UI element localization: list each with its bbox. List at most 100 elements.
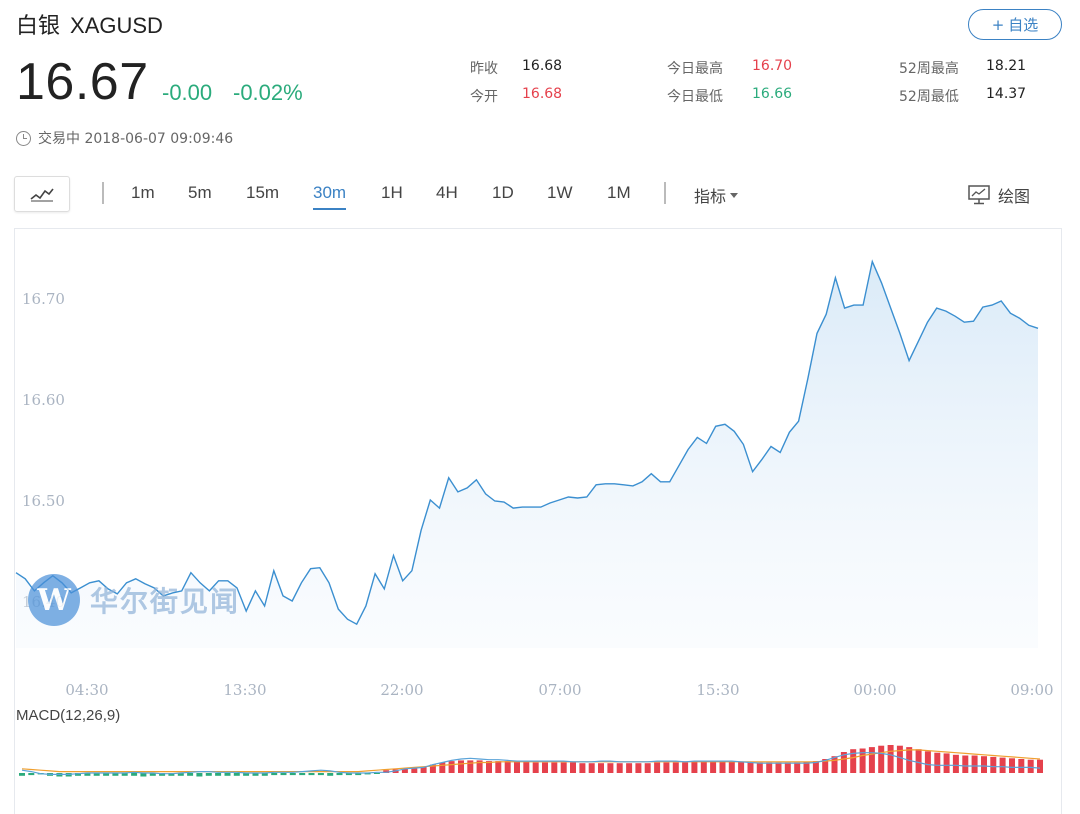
macd-bar-down: [308, 773, 315, 776]
indicator-label: 指标: [694, 187, 727, 206]
macd-bar-up: [756, 762, 763, 773]
price-line: [15, 259, 1039, 626]
divider: [664, 182, 666, 204]
macd-bar-down: [205, 773, 212, 776]
macd-bar-up: [626, 763, 633, 773]
macd-bar-up: [896, 745, 903, 773]
macd-bar-down: [271, 773, 278, 776]
macd-bar-down: [187, 773, 194, 776]
stat-label: 52周最高: [899, 61, 959, 77]
watermark: W 华尔街见闻: [28, 574, 240, 626]
macd-bar-up: [934, 752, 941, 773]
x-tick-label: 04:30: [65, 681, 108, 699]
macd-bar-up: [1037, 759, 1043, 773]
macd-bar-up: [579, 763, 586, 773]
add-favorite-button[interactable]: + 自选: [968, 9, 1062, 40]
stat-52w-low: 52周最低 14.37: [899, 86, 1026, 106]
chart-area[interactable]: [14, 228, 1062, 814]
macd-bar-up: [439, 762, 446, 773]
x-tick-label: 22:00: [380, 681, 423, 699]
period-5m[interactable]: 5m: [188, 183, 212, 202]
macd-bar-down: [112, 773, 119, 776]
macd-bar-down: [93, 773, 100, 776]
macd-bar-up: [682, 762, 689, 773]
macd-bar-up: [710, 761, 717, 773]
macd-bar-up: [644, 763, 651, 773]
x-tick-label: 09:00: [1010, 681, 1053, 699]
macd-bar-down: [233, 773, 240, 776]
macd-bar-down: [317, 773, 324, 776]
macd-bar-down: [215, 773, 222, 776]
macd-bar-up: [784, 762, 791, 773]
macd-bar-down: [84, 773, 91, 776]
price-change: -0.00: [162, 80, 213, 105]
macd-bar-up: [1018, 759, 1025, 773]
stat-label: 昨收: [470, 61, 498, 77]
macd-bar-up: [467, 760, 474, 773]
macd-bar-up: [915, 749, 922, 773]
macd-bar-up: [1027, 759, 1034, 773]
macd-bar-up: [952, 754, 959, 773]
macd-bar-up: [635, 763, 642, 773]
stat-value: 16.70: [752, 58, 793, 74]
stat-value: 16.68: [522, 86, 563, 102]
stat-day-low: 今日最低 16.66: [667, 86, 792, 106]
macd-bar-up: [775, 762, 782, 773]
divider: [102, 182, 104, 204]
macd-bar-up: [794, 762, 801, 773]
macd-bar-up: [448, 761, 455, 773]
macd-bar-down: [261, 773, 268, 776]
stat-open: 今开 16.68: [470, 86, 562, 106]
macd-bar-down: [103, 773, 110, 776]
period-1h[interactable]: 1H: [381, 183, 403, 202]
current-price: 16.67: [16, 53, 149, 111]
macd-label: MACD(12,26,9): [16, 707, 121, 724]
macd-bar-down: [121, 773, 128, 776]
macd-bar-down: [28, 773, 35, 776]
period-1mo[interactable]: 1M: [607, 183, 631, 202]
y-tick-label: 16.60: [22, 391, 65, 409]
macd-bar-up: [812, 761, 819, 773]
macd-bar-down: [373, 773, 380, 774]
macd-bar-up: [588, 763, 595, 773]
macd-bar-down: [345, 773, 352, 776]
x-tick-label: 13:30: [223, 681, 266, 699]
macd-bar-up: [803, 761, 810, 773]
macd-bar-down: [243, 773, 250, 776]
macd-bar-down: [75, 773, 81, 776]
macd-bar-down: [177, 773, 184, 776]
macd-bar-up: [728, 761, 735, 773]
macd-bar-up: [878, 745, 885, 773]
period-30m[interactable]: 30m: [313, 183, 347, 210]
macd-bar-up: [672, 762, 679, 773]
macd-bar-up: [476, 760, 483, 773]
macd-bar-down: [336, 773, 343, 776]
line-chart-icon: [30, 188, 54, 202]
stat-label: 今日最高: [667, 61, 723, 77]
period-1m[interactable]: 1m: [131, 183, 155, 202]
macd-bar-down: [355, 773, 362, 776]
period-1w[interactable]: 1W: [547, 183, 573, 202]
macd-bar-down: [327, 773, 334, 776]
macd-bar-up: [971, 755, 978, 773]
period-4h[interactable]: 4H: [436, 183, 458, 202]
macd-bar-up: [887, 745, 894, 773]
indicator-dropdown[interactable]: 指标: [694, 183, 739, 207]
macd-bar-up: [607, 763, 614, 773]
macd-bar-down: [149, 773, 156, 776]
macd-bar-down: [196, 773, 203, 777]
price-change-percent: -0.02%: [233, 80, 303, 105]
period-1d[interactable]: 1D: [492, 183, 514, 202]
chart-type-button[interactable]: [14, 176, 70, 212]
watermark-logo-icon: W: [28, 574, 80, 626]
drawing-board-icon: [968, 185, 990, 205]
draw-label: 绘图: [998, 187, 1031, 206]
macd-bar-down: [280, 773, 287, 776]
period-15m[interactable]: 15m: [246, 183, 280, 202]
stat-label: 52周最低: [899, 89, 959, 105]
draw-button[interactable]: 绘图: [968, 183, 1030, 207]
macd-bar-up: [850, 749, 857, 773]
title-row: 白银 XAGUSD: [16, 8, 163, 40]
x-tick-label: 07:00: [538, 681, 581, 699]
macd-bar-up: [458, 760, 464, 773]
